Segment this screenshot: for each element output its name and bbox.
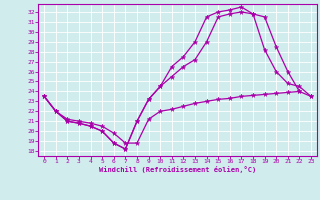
X-axis label: Windchill (Refroidissement éolien,°C): Windchill (Refroidissement éolien,°C)	[99, 166, 256, 173]
